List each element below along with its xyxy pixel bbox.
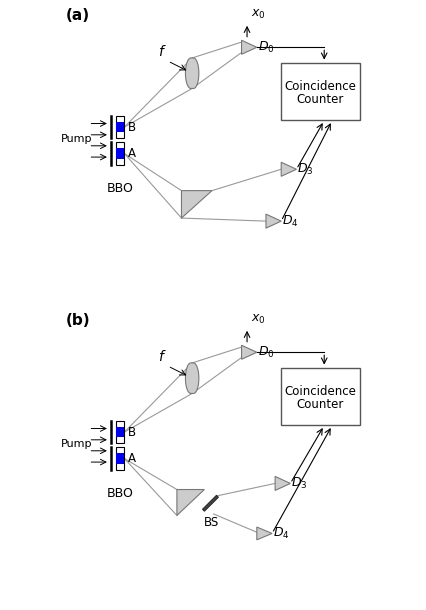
Text: B: B xyxy=(128,121,136,134)
Text: A: A xyxy=(128,452,136,465)
FancyBboxPatch shape xyxy=(115,116,124,138)
Polygon shape xyxy=(185,363,199,393)
Polygon shape xyxy=(241,345,256,359)
Polygon shape xyxy=(274,476,290,490)
FancyBboxPatch shape xyxy=(115,142,124,165)
Text: $D_4$: $D_4$ xyxy=(282,214,298,229)
FancyBboxPatch shape xyxy=(280,367,359,426)
Text: Pump: Pump xyxy=(61,134,92,144)
Text: BS: BS xyxy=(204,516,219,529)
FancyBboxPatch shape xyxy=(115,122,124,132)
FancyBboxPatch shape xyxy=(115,447,124,470)
Text: $x_0$: $x_0$ xyxy=(250,8,265,21)
FancyBboxPatch shape xyxy=(115,421,124,443)
Polygon shape xyxy=(185,58,199,88)
Polygon shape xyxy=(265,214,281,228)
Text: Counter: Counter xyxy=(296,398,343,411)
Text: BBO: BBO xyxy=(106,182,133,195)
Text: $f$: $f$ xyxy=(157,350,166,364)
FancyBboxPatch shape xyxy=(280,63,359,121)
Text: $D_3$: $D_3$ xyxy=(291,476,307,491)
Polygon shape xyxy=(241,40,256,54)
Polygon shape xyxy=(181,190,211,218)
Text: Coincidence: Coincidence xyxy=(284,386,355,398)
Text: BBO: BBO xyxy=(106,487,133,500)
Text: $D_4$: $D_4$ xyxy=(272,526,289,541)
Polygon shape xyxy=(176,489,204,515)
Text: $D_0$: $D_0$ xyxy=(257,40,274,55)
FancyBboxPatch shape xyxy=(115,453,124,464)
Text: $D_3$: $D_3$ xyxy=(296,162,313,177)
Text: $f$: $f$ xyxy=(157,45,166,59)
FancyBboxPatch shape xyxy=(115,148,124,159)
Text: Counter: Counter xyxy=(296,93,343,106)
Text: $x_0$: $x_0$ xyxy=(250,313,265,326)
Text: $D_0$: $D_0$ xyxy=(257,345,274,360)
Polygon shape xyxy=(281,162,296,176)
Text: B: B xyxy=(128,426,136,439)
Polygon shape xyxy=(202,495,218,511)
Text: Pump: Pump xyxy=(61,439,92,449)
Text: Coincidence: Coincidence xyxy=(284,81,355,93)
FancyBboxPatch shape xyxy=(115,427,124,437)
Text: (b): (b) xyxy=(66,312,90,328)
Text: A: A xyxy=(128,147,136,160)
Polygon shape xyxy=(256,527,271,540)
Text: (a): (a) xyxy=(66,7,89,23)
